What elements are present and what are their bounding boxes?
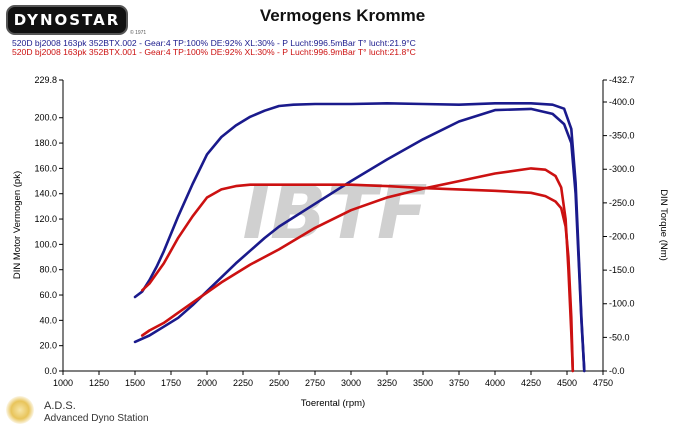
y-left-tick-label-5: 100.0 (34, 239, 57, 249)
chart-title: Vermogens Kromme (259, 6, 426, 25)
x-tick-label-10: 3500 (413, 378, 433, 388)
x-tick-label-15: 4750 (593, 378, 613, 388)
x-tick-label-11: 3750 (449, 378, 469, 388)
y-right-tick-label-8: -400.0 (609, 97, 635, 107)
y-left-tick-label-8: 160.0 (34, 163, 57, 173)
y-left-tick-label-4: 80.0 (39, 265, 57, 275)
y-left-tick-label-2: 40.0 (39, 315, 57, 325)
y-axis-right-label: DIN Torque (Nm) (658, 189, 669, 261)
torque-line-run-002 (133, 102, 586, 373)
x-tick-label-0: 1000 (53, 378, 73, 388)
x-tick-label-4: 2000 (197, 378, 217, 388)
y-left-tick-label-7: 140.0 (34, 189, 57, 199)
y-right-tick-label-5: -250.0 (609, 198, 635, 208)
y-right-tick-label-9: -432.7 (609, 75, 635, 85)
x-tick-label-13: 4250 (521, 378, 541, 388)
logo-subtext: © 1971 (130, 30, 147, 36)
series-group (133, 102, 586, 373)
x-tick-label-2: 1500 (125, 378, 145, 388)
y-left-tick-label-3: 60.0 (39, 290, 57, 300)
x-tick-label-14: 4500 (557, 378, 577, 388)
dynostar-logo: DYNOSTAR (6, 5, 128, 35)
y-right-tick-label-4: -200.0 (609, 231, 635, 241)
x-tick-label-8: 3000 (341, 378, 361, 388)
power-line-run-001 (140, 167, 575, 373)
y-axis-left-label: DIN Motor Vermogen (pk) (12, 171, 23, 279)
ads-logo-icon (6, 396, 34, 424)
power-line-run-002 (133, 107, 586, 373)
y-left-tick-label-9: 180.0 (34, 138, 57, 148)
y-right-tick-label-2: -100.0 (609, 299, 635, 309)
torque-line-run-001 (140, 183, 575, 373)
y-left-tick-label-10: 200.0 (34, 113, 57, 123)
x-tick-label-9: 3250 (377, 378, 397, 388)
run-info-001: 520D bj2008 163pk 352BTX.001 - Gear:4 TP… (12, 47, 416, 57)
y-right-tick-label-3: -150.0 (609, 265, 635, 275)
ads-station-name: A.D.S. (44, 400, 76, 412)
watermark-text: IBTF (243, 170, 428, 256)
y-left-tick-label-0: 0.0 (44, 366, 57, 376)
x-tick-label-5: 2250 (233, 378, 253, 388)
y-right-tick-label-7: -350.0 (609, 131, 635, 141)
y-left-tick-label-6: 120.0 (34, 214, 57, 224)
x-tick-label-1: 1250 (89, 378, 109, 388)
ads-station-full: Advanced Dyno Station (44, 413, 149, 424)
x-tick-label-7: 2750 (305, 378, 325, 388)
x-tick-label-12: 4000 (485, 378, 505, 388)
y-right-tick-label-6: -300.0 (609, 164, 635, 174)
y-left-tick-label-11: 229.8 (34, 75, 57, 85)
ibtf-watermark: IBTF (243, 170, 428, 256)
y-left-tick-label-1: 20.0 (39, 341, 57, 351)
y-right-tick-label-0: -0.0 (609, 366, 625, 376)
y-right-tick-label-1: -50.0 (609, 332, 630, 342)
x-tick-label-6: 2500 (269, 378, 289, 388)
x-axis-label: Toerental (rpm) (301, 398, 365, 409)
axis-ticks: 1000 1250 1500 1750 2000 2250 2500 2750 3000 3250… (34, 75, 634, 388)
x-tick-label-3: 1750 (161, 378, 181, 388)
run-info-002: 520D bj2008 163pk 352BTX.002 - Gear:4 TP… (12, 38, 416, 48)
